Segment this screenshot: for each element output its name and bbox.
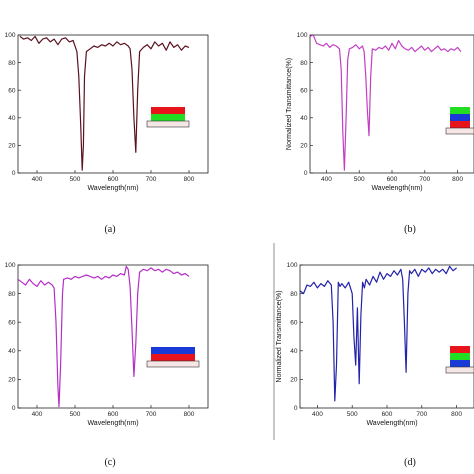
y-tick-label: 20 — [8, 143, 16, 150]
chart-panel-b: 400 500 600 700 800 0 20 40 60 80 100 Wavelength(nm… — [286, 32, 474, 235]
layer-stack-inset — [445, 346, 474, 374]
substrate-layer — [445, 366, 474, 374]
y-tick-label: 40 — [8, 348, 16, 355]
x-tick-label: 500 — [70, 176, 81, 183]
y-tick-label: 40 — [290, 348, 298, 355]
y-axis-label: Normalized Transmittance(%) — [276, 290, 283, 382]
panel-caption: (b) — [404, 224, 416, 235]
y-tick-label: 100 — [5, 32, 16, 39]
plot-frame — [17, 264, 209, 409]
y-axis-label: Normalized Transmittance(%) — [286, 58, 293, 150]
series-line — [310, 35, 462, 171]
y-tick-label: 40 — [300, 115, 308, 122]
y-tick-label: 60 — [290, 319, 298, 326]
x-axis-label: Wavelength(nm) — [87, 185, 138, 192]
layer-blue — [450, 114, 470, 121]
layer-red — [151, 107, 185, 114]
substrate-layer — [445, 127, 474, 135]
y-tick-label: 0 — [294, 405, 298, 412]
x-tick-label: 800 — [184, 176, 195, 183]
chart-panel-c: 400 500 600 700 800 0 20 40 60 80 100 Wavelength(nm… — [5, 262, 209, 468]
x-tick-label: 600 — [108, 176, 119, 183]
plot-frame — [299, 264, 474, 409]
y-tick-label: 100 — [287, 262, 298, 269]
x-tick-label: 400 — [321, 176, 332, 183]
y-tick-label: 0 — [12, 170, 16, 177]
layer-green — [151, 114, 185, 121]
plot-frame — [309, 34, 474, 174]
layer-blue — [450, 360, 470, 367]
y-tick-label: 0 — [12, 405, 16, 412]
plot-frame — [17, 34, 209, 174]
y-tick-label: 40 — [8, 115, 16, 122]
x-tick-label: 400 — [312, 411, 323, 418]
substrate-layer — [146, 120, 190, 128]
layer-green — [450, 353, 470, 360]
chart-panel-a: 400 500 600 700 800 0 20 40 60 80 100 Wavelength(nm… — [5, 32, 209, 235]
y-tick-label: 60 — [8, 87, 16, 94]
x-tick-label: 500 — [354, 176, 365, 183]
x-tick-label: 700 — [146, 176, 157, 183]
y-tick-label: 20 — [290, 377, 298, 384]
x-axis-label: Wavelength(nm) — [87, 420, 138, 427]
series-line — [300, 265, 457, 402]
layer-stack-inset — [445, 107, 474, 135]
x-tick-label: 700 — [416, 411, 427, 418]
x-tick-label: 800 — [184, 411, 195, 418]
layer-stack-inset — [146, 107, 190, 128]
y-tick-label: 80 — [290, 291, 298, 298]
y-tick-label: 60 — [8, 319, 16, 326]
layer-red — [151, 354, 195, 361]
panel-caption: (c) — [104, 457, 115, 468]
x-tick-label: 700 — [146, 411, 157, 418]
series-line — [18, 265, 190, 408]
y-tick-label: 60 — [300, 87, 308, 94]
x-tick-label: 600 — [387, 176, 398, 183]
y-tick-label: 80 — [8, 60, 16, 67]
layer-red — [450, 121, 470, 128]
y-tick-label: 80 — [8, 291, 16, 298]
y-tick-label: 20 — [8, 377, 16, 384]
x-tick-label: 400 — [32, 176, 43, 183]
x-tick-label: 600 — [108, 411, 119, 418]
chart-panel-d: 400 500 600 700 800 0 20 40 60 80 100 Wavelength(nm… — [276, 262, 474, 468]
x-tick-label: 800 — [452, 176, 463, 183]
y-tick-label: 20 — [300, 143, 308, 150]
x-tick-label: 400 — [32, 411, 43, 418]
x-tick-label: 500 — [70, 411, 81, 418]
layer-blue — [151, 347, 195, 354]
panel-caption: (d) — [404, 457, 416, 468]
x-tick-label: 700 — [419, 176, 430, 183]
y-tick-label: 80 — [300, 60, 308, 67]
x-tick-label: 800 — [451, 411, 462, 418]
series-line — [19, 35, 190, 171]
layer-stack-inset — [146, 347, 200, 368]
panel-caption: (a) — [104, 224, 115, 235]
x-tick-label: 500 — [347, 411, 358, 418]
x-axis-label: Wavelength(nm) — [366, 420, 417, 427]
substrate-layer — [146, 360, 200, 368]
x-tick-label: 600 — [382, 411, 393, 418]
y-tick-label: 100 — [5, 262, 16, 269]
x-axis-label: Wavelength(nm) — [371, 185, 422, 192]
y-tick-label: 0 — [304, 170, 308, 177]
layer-green — [450, 107, 470, 114]
y-tick-label: 100 — [297, 32, 308, 39]
layer-red — [450, 346, 470, 353]
